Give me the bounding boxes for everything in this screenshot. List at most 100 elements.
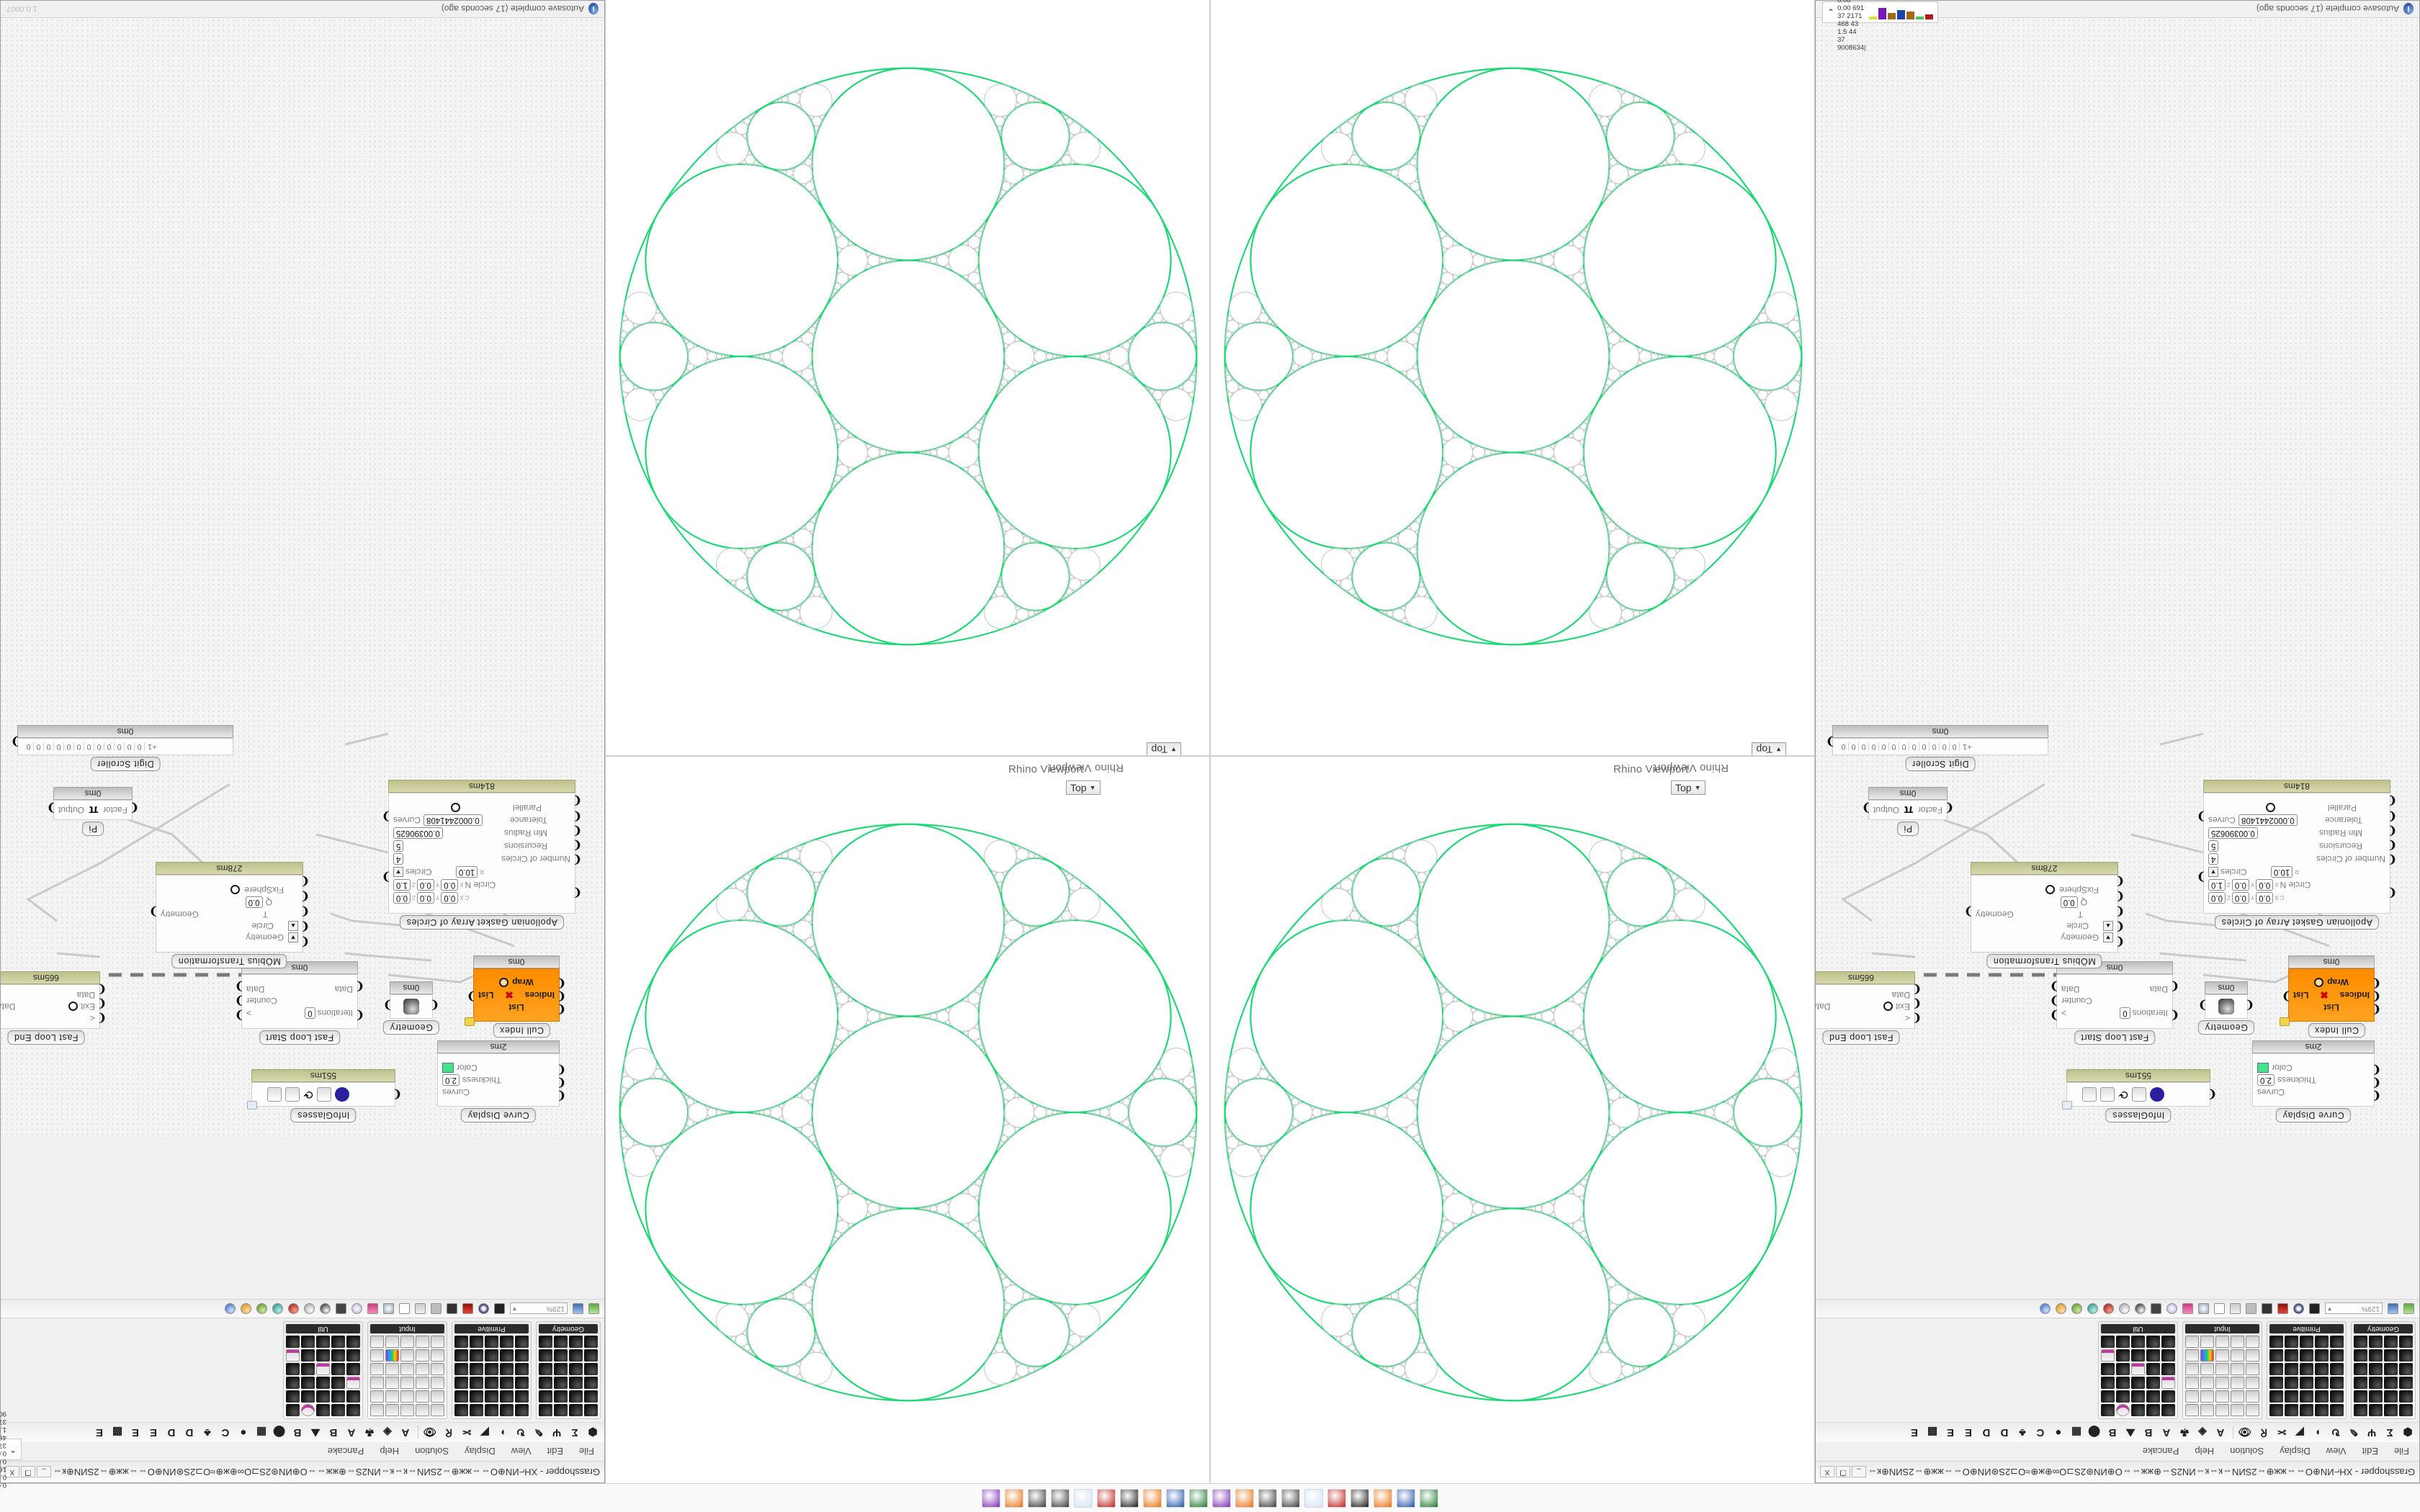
gasket-circle — [944, 1200, 946, 1204]
gasket-circle — [1483, 261, 1487, 265]
gasket-circle — [1355, 1313, 1358, 1315]
gasket-circle — [1060, 868, 1064, 871]
gasket-circle — [833, 423, 835, 426]
grasshopper-window[interactable]: Grasshopper - XH⌐ИN⊕O⇔⇔жж⊕⇔2SИN⇔к⇔к⇔ИN2S… — [0, 0, 605, 1483]
viewport-view-button-a[interactable]: ▼ Top — [1752, 742, 1786, 757]
menu-item-help[interactable]: Help — [380, 1446, 400, 1457]
sets-icon[interactable]: Σ — [571, 1426, 578, 1439]
rhino-viewport-left[interactable] — [605, 0, 1210, 1483]
gasket-circle — [885, 257, 888, 260]
gasket-circle — [1181, 322, 1184, 325]
rhino-viewport-right[interactable] — [1210, 0, 1815, 1483]
gasket-circle — [1008, 379, 1011, 382]
gasket-circle — [1578, 1026, 1581, 1029]
gasket-circle — [1121, 364, 1124, 367]
gasket-circle — [1764, 1154, 1767, 1157]
addon-b-icon[interactable]: B — [329, 1426, 338, 1439]
gasket-circle — [1569, 1030, 1574, 1036]
gasket-circle — [964, 1189, 969, 1194]
viewport-view-button-c[interactable]: Top ▼ — [1066, 780, 1101, 795]
gasket-circle — [1264, 399, 1267, 402]
menu-item-pancake[interactable]: Pancake — [327, 1446, 364, 1457]
close-button[interactable]: X — [5, 1466, 19, 1478]
gasket-circle — [1250, 163, 1444, 358]
menu-item-display[interactable]: Display — [465, 1446, 496, 1457]
preview-icon[interactable]: 👁 — [422, 1426, 436, 1439]
gasket-circle — [1340, 1341, 1342, 1344]
minimize-button[interactable]: _ — [37, 1466, 51, 1478]
gasket-circle — [1572, 1192, 1574, 1195]
addon-a2-icon[interactable]: A — [347, 1426, 356, 1439]
gasket-circle — [1415, 552, 1418, 555]
gasket-circle — [1224, 67, 1803, 646]
menu-item-solution[interactable]: Solution — [415, 1446, 449, 1457]
maximize-button[interactable]: ❐ — [21, 1466, 35, 1478]
gasket-circle — [1796, 373, 1798, 376]
gasket-circle — [1064, 557, 1066, 559]
gasket-circle — [1786, 1140, 1789, 1143]
mesh-icon[interactable]: ◗ — [499, 1426, 506, 1439]
gasket-circle — [878, 454, 882, 457]
gasket-circle — [797, 1126, 802, 1132]
addon-mount-icon[interactable]: ⛰ — [310, 1426, 321, 1439]
gasket-circle — [947, 454, 950, 457]
gasket-circle — [1062, 595, 1066, 600]
category-icon-bar[interactable]: ⬢ Σ Ψ ✎ ↻ ◗ ◤ ✂ ᖇ 👁 A ◈ ☘ A B ⛰ B ⬤ ▦ ● … — [1, 1422, 604, 1442]
gasket-circle — [1441, 421, 1444, 424]
maths-icon[interactable]: ⬢ — [588, 1426, 598, 1439]
gasket-circle — [1265, 1145, 1268, 1148]
viewport-view-button-d[interactable]: Top ▼ — [1671, 780, 1706, 795]
gasket-circle — [1402, 89, 1407, 95]
transform-icon[interactable]: ✂ — [462, 1426, 472, 1439]
gasket-circle — [652, 1149, 655, 1152]
gasket-circle — [977, 1111, 1172, 1306]
gasket-circle — [1634, 925, 1636, 928]
gasket-circle — [754, 914, 757, 917]
gasket-circle — [1453, 467, 1458, 472]
gasket-circle — [753, 355, 756, 358]
curve-icon[interactable]: ✎ — [534, 1426, 544, 1439]
gasket-circle — [812, 937, 815, 940]
addon-cloud-icon[interactable]: ☘ — [364, 1426, 375, 1439]
gasket-circle — [1601, 1341, 1604, 1344]
gasket-circle — [973, 1218, 976, 1221]
gasket-circle — [1353, 562, 1355, 564]
gasket-circle — [804, 186, 806, 189]
addon-leaf-icon[interactable]: ◈ — [383, 1426, 392, 1439]
gasket-circle — [1423, 115, 1426, 118]
menu-item-file[interactable]: File — [579, 1446, 594, 1457]
surface-icon[interactable]: ↻ — [516, 1426, 526, 1439]
gasket-circle — [1325, 1112, 1328, 1115]
addon-a-icon[interactable]: A — [401, 1426, 410, 1439]
gasket-circle — [1417, 937, 1420, 940]
gasket-circle — [1771, 1077, 1773, 1079]
gasket-circle — [1003, 906, 1005, 908]
menu-bar[interactable]: File Edit View Display Solution Help Pan… — [1, 1442, 604, 1461]
gasket-circle — [1021, 91, 1023, 93]
gasket-circle — [1677, 1332, 1680, 1335]
gasket-circle — [1026, 102, 1028, 104]
gasket-circle — [1764, 312, 1767, 315]
gasket-circle — [1098, 357, 1101, 361]
intersect-icon[interactable]: ◤ — [480, 1426, 489, 1439]
gasket-circle — [1438, 423, 1440, 426]
gasket-circle — [1162, 317, 1165, 320]
gasket-circle — [1453, 1034, 1456, 1038]
grasshopper-quadrant-top-left[interactable]: Grasshopper - XH⌐ИN⊕O⇔⇔жж⊕⇔2SИN⇔к⇔к⇔ИN2S… — [0, 0, 605, 1483]
gasket-circle — [666, 387, 670, 391]
gasket-circle — [1010, 550, 1013, 552]
gasket-circle — [1166, 1077, 1168, 1079]
menu-item-edit[interactable]: Edit — [547, 1446, 564, 1457]
gasket-circle — [944, 457, 946, 461]
menu-item-view[interactable]: View — [511, 1446, 532, 1457]
gasket-circle — [1703, 357, 1706, 361]
gasket-circle — [1418, 522, 1421, 525]
viewport-view-button-b[interactable]: ▼ Top — [1147, 742, 1181, 757]
addon-b2-icon[interactable]: B — [293, 1426, 302, 1439]
gasket-circle — [1475, 1200, 1478, 1204]
gasket-circle — [1243, 323, 1246, 326]
gasket-circle — [720, 1112, 723, 1115]
grasshopper-title-bar[interactable]: Grasshopper - XH⌐ИN⊕O⇔⇔жж⊕⇔2SИN⇔к⇔к⇔ИN2S… — [1, 1461, 604, 1482]
display-icon[interactable]: ᖇ — [445, 1426, 452, 1439]
vector-icon[interactable]: Ψ — [552, 1426, 562, 1439]
